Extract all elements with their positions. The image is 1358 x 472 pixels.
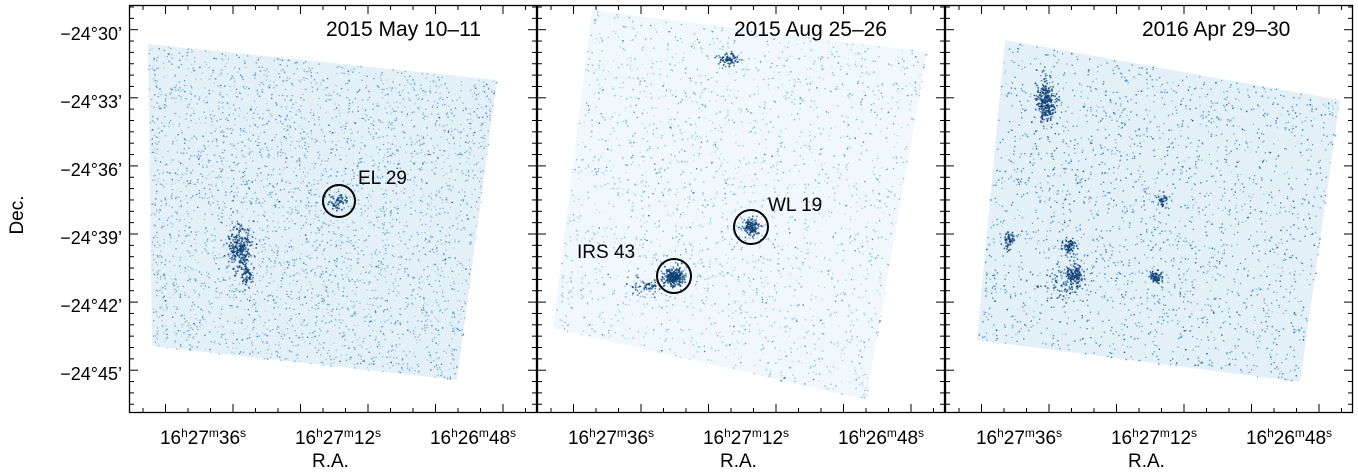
x-axis-label: R.A. xyxy=(1128,451,1165,472)
x-tick-label: 16h27m12s xyxy=(702,426,790,449)
x-axis-label: R.A. xyxy=(720,451,757,472)
panel-date-2: 2015 Aug 25–26 xyxy=(734,18,887,41)
source-label-wl19: WL 19 xyxy=(768,195,823,216)
panel-frame-3 xyxy=(944,4,1354,414)
x-tick-label: 16h27m12s xyxy=(1110,426,1198,449)
source-circle-wl19 xyxy=(733,209,769,245)
xray-image-1 xyxy=(148,44,498,381)
x-tick-label: 16h26m48s xyxy=(837,426,925,449)
x-tick-label: 16h27m12s xyxy=(294,426,382,449)
y-tick-label: −24°42’ xyxy=(60,296,122,316)
panel-frame-1 xyxy=(128,4,538,414)
source-label-irs43: IRS 43 xyxy=(577,242,636,263)
y-tick-label: −24°30’ xyxy=(60,24,122,44)
y-tick-label: −24°39’ xyxy=(60,228,122,248)
y-tick-label: −24°33’ xyxy=(60,92,122,112)
panel-frame-2 xyxy=(536,4,946,414)
source-label-el29: EL 29 xyxy=(358,168,407,189)
source-circle-irs43 xyxy=(656,258,692,294)
source-circle-el29 xyxy=(322,184,356,218)
x-tick-label: 16h26m48s xyxy=(1245,426,1333,449)
panel-date-1: 2015 May 10–11 xyxy=(326,18,481,41)
xray-image-3 xyxy=(977,40,1340,382)
x-tick-label: 16h27m36s xyxy=(567,426,655,449)
x-axis-label: R.A. xyxy=(312,451,349,472)
xray-image-2 xyxy=(553,10,928,400)
panel-date-3: 2016 Apr 29–30 xyxy=(1142,18,1291,41)
y-tick-label: −24°45’ xyxy=(60,364,122,384)
x-tick-label: 16h27m36s xyxy=(975,426,1063,449)
y-tick-label: −24°36’ xyxy=(60,160,122,180)
x-tick-label: 16h27m36s xyxy=(159,426,247,449)
x-tick-label: 16h26m48s xyxy=(429,426,517,449)
